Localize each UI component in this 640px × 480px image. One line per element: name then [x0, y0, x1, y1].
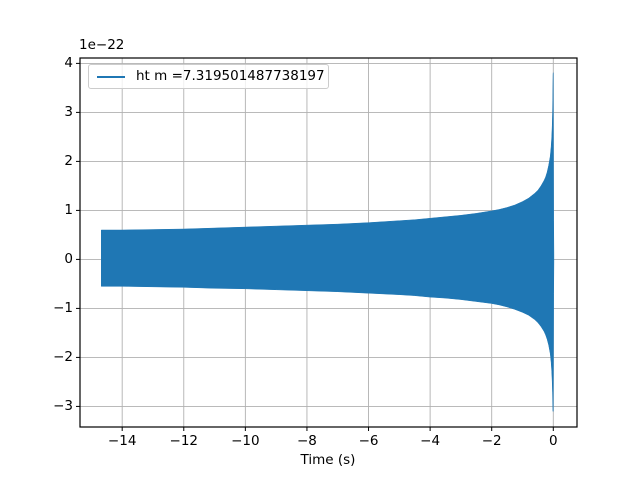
legend-label: ht m =7.319501487738197 — [136, 68, 325, 84]
y-tick-label: −2 — [53, 348, 73, 365]
y-tick-label: −3 — [53, 397, 73, 414]
legend: ht m =7.319501487738197 — [88, 64, 329, 89]
x-tick-label: −14 — [107, 433, 137, 449]
y-tick-label: −1 — [53, 299, 73, 316]
y-tick-label: 3 — [64, 103, 73, 120]
y-tick-label: 0 — [64, 250, 73, 267]
waveform-series — [101, 72, 555, 412]
x-axis-label: Time (s) — [300, 452, 356, 468]
x-tick-label: −4 — [420, 433, 441, 449]
x-tick-label: −10 — [231, 433, 260, 449]
x-tick-label: −8 — [296, 433, 317, 449]
x-tick-label: −2 — [481, 433, 502, 449]
waveform-envelope — [101, 72, 555, 412]
x-tick-label: 0 — [548, 433, 558, 449]
axes-frame — [79, 57, 578, 428]
y-tick-label: 1 — [64, 201, 73, 218]
legend-line-swatch — [97, 75, 125, 78]
y-tick-label: 4 — [64, 54, 73, 71]
x-tick-label: −12 — [169, 433, 199, 449]
y-tick-label: 2 — [64, 152, 73, 169]
y-axis-offset-text: 1e−22 — [79, 37, 125, 53]
x-tick-label: −6 — [358, 433, 379, 449]
tick-marks — [76, 62, 554, 431]
